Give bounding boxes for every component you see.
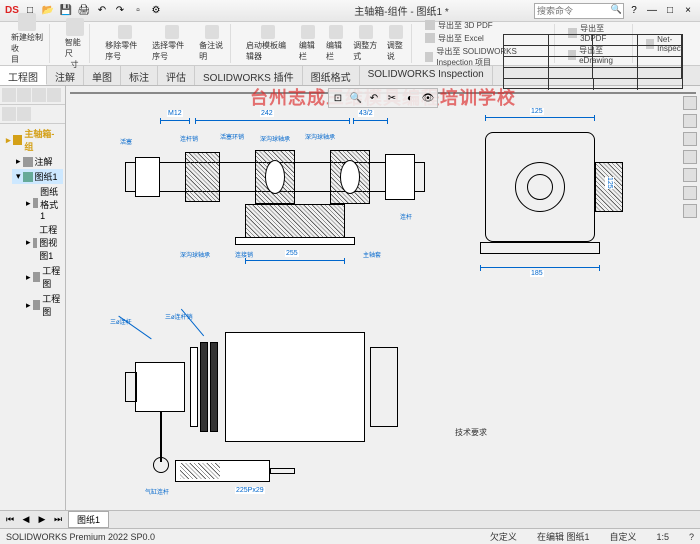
heads-up-toolbar: ⊡ 🔍 ↶ ✂ ◐ 👁 — [328, 88, 438, 108]
leader-cp: 连接销 — [235, 250, 253, 259]
dim-242: 242 — [260, 110, 274, 117]
tab-inspection[interactable]: SOLIDWORKS Inspection — [360, 66, 493, 85]
task-props-icon[interactable] — [683, 204, 697, 218]
zoom-fit-icon[interactable]: ⊡ — [330, 90, 346, 106]
section-icon[interactable]: ✂ — [384, 90, 400, 106]
dim-m12: M12 — [167, 110, 183, 117]
tab-sheetformat[interactable]: 图纸格式 — [303, 66, 360, 85]
status-product: SOLIDWORKS Premium 2022 SP0.0 — [6, 532, 470, 542]
gear-icon[interactable]: ⚙ — [148, 3, 164, 19]
window-title: 主轴箱-组件 - 图纸1 * — [269, 3, 534, 18]
tree-view1[interactable]: ▸工程图视图1 — [22, 222, 63, 263]
leader-sleeve: 主轴套 — [363, 250, 381, 259]
leader-cyl: 气缸连杆 — [145, 487, 169, 496]
leader-piston: 活塞 — [120, 137, 132, 146]
tab-markup[interactable]: 标注 — [121, 66, 158, 85]
ribbon-note[interactable]: 备注说明 — [197, 24, 227, 63]
task-home-icon[interactable] — [683, 96, 697, 110]
tree-annotations[interactable]: ▸注解 — [12, 154, 63, 169]
redo-icon[interactable]: ↷ — [112, 3, 128, 19]
ribbon-balloon2[interactable]: 选择零件序号 — [150, 24, 193, 63]
status-bar: SOLIDWORKS Premium 2022 SP0.0 欠定义 在编辑 图纸… — [0, 528, 700, 544]
tab-sketch[interactable]: 单图 — [84, 66, 121, 85]
zoom-area-icon[interactable]: 🔍 — [348, 90, 364, 106]
ribbon-adjust2[interactable]: 调整说 — [385, 24, 408, 63]
prev-view-icon[interactable]: ↶ — [366, 90, 382, 106]
leader-rod: 连杆 — [400, 212, 412, 221]
ribbon-smart-dim[interactable]: 智能尺寸 — [63, 17, 86, 71]
dim-125: 125 — [530, 108, 544, 115]
prop-tab-icon[interactable] — [17, 88, 31, 102]
status-scale[interactable]: 1:5 — [656, 532, 669, 542]
ribbon-template[interactable]: 启动模板编辑器 — [244, 24, 293, 63]
tree-view3[interactable]: ▸工程图 — [22, 291, 63, 319]
tree-sheet1[interactable]: ▾图纸1 — [12, 169, 63, 184]
help-icon[interactable]: ? — [626, 3, 642, 19]
leader-bearing2: 深沟球轴承 — [305, 132, 335, 141]
status-help[interactable]: ? — [689, 532, 694, 542]
sheet-prev-icon[interactable]: ◀ — [20, 514, 32, 526]
task-appearance-icon[interactable] — [683, 186, 697, 200]
filter-icon[interactable] — [2, 107, 16, 121]
task-library-icon[interactable] — [683, 132, 697, 146]
expand-icon[interactable] — [17, 107, 31, 121]
ribbon-edit1[interactable]: 编辑栏 — [297, 24, 320, 63]
task-palette-icon[interactable] — [683, 168, 697, 182]
close-icon[interactable]: × — [680, 3, 696, 19]
dim-125v: 125 — [605, 177, 614, 189]
status-defined: 欠定义 — [490, 530, 517, 543]
undo-icon[interactable]: ↶ — [94, 3, 110, 19]
search-icon[interactable]: 🔍 — [611, 4, 622, 15]
export-3dpdf[interactable]: 导出至 3D PDF — [425, 19, 493, 32]
sheet-next-icon[interactable]: ▶ — [36, 514, 48, 526]
tech-req-label: 技术要求 — [455, 427, 487, 438]
sheet-first-icon[interactable]: ⏮ — [4, 514, 16, 526]
tab-evaluate[interactable]: 评估 — [158, 66, 195, 85]
ribbon-adjust1[interactable]: 调整方式 — [351, 24, 381, 63]
task-explorer-icon[interactable] — [683, 150, 697, 164]
dim-tab-icon[interactable] — [47, 88, 61, 102]
tree-format[interactable]: ▸图纸格式1 — [22, 184, 63, 222]
leader-bearing1: 深沟球轴承 — [260, 134, 290, 143]
tab-drawing[interactable]: 工程图 — [0, 66, 47, 85]
maximize-icon[interactable]: □ — [662, 3, 678, 19]
status-custom[interactable]: 自定义 — [609, 530, 636, 543]
leader-pin: 连杆销 — [180, 134, 198, 143]
sheet-tabs: ⏮ ◀ ▶ ⏭ 图纸1 — [0, 510, 700, 528]
feature-tree-panel: ▸主轴箱-组 ▸注解 ▾图纸1 ▸图纸格式1 ▸工程图视图1 ▸工程图 ▸工程图 — [0, 86, 66, 510]
tab-annotation[interactable]: 注解 — [47, 66, 84, 85]
dim-432: 43/2 — [358, 110, 374, 117]
tree-tab-icon[interactable] — [2, 88, 16, 102]
sheet-tab-1[interactable]: 图纸1 — [68, 511, 109, 528]
minimize-icon[interactable]: — — [644, 3, 660, 19]
config-tab-icon[interactable] — [32, 88, 46, 102]
task-pane — [683, 96, 699, 218]
sheet-last-icon[interactable]: ⏭ — [52, 514, 64, 526]
task-resources-icon[interactable] — [683, 114, 697, 128]
leader-bb: 深沟球轴承 — [180, 250, 210, 259]
ribbon-balloon1[interactable]: 移除零件序号 — [103, 24, 146, 63]
ribbon-edit2[interactable]: 编辑栏 — [324, 24, 347, 63]
tree-root[interactable]: ▸主轴箱-组 — [2, 126, 63, 154]
export-excel[interactable]: 导出至 Excel — [425, 32, 484, 45]
dim-225: 225Px29 — [235, 487, 265, 494]
leader-ring: 活塞环销 — [220, 132, 244, 141]
dim-255: 255 — [285, 250, 299, 257]
hide-icon[interactable]: 👁 — [420, 90, 436, 106]
title-block — [503, 34, 683, 89]
display-icon[interactable]: ◐ — [402, 90, 418, 106]
tree-view2[interactable]: ▸工程图 — [22, 263, 63, 291]
select-icon[interactable]: ▫ — [130, 3, 146, 19]
status-editing: 在编辑 图纸1 — [537, 530, 590, 543]
tab-addins[interactable]: SOLIDWORKS 插件 — [195, 66, 303, 85]
dim-185: 185 — [530, 270, 544, 277]
